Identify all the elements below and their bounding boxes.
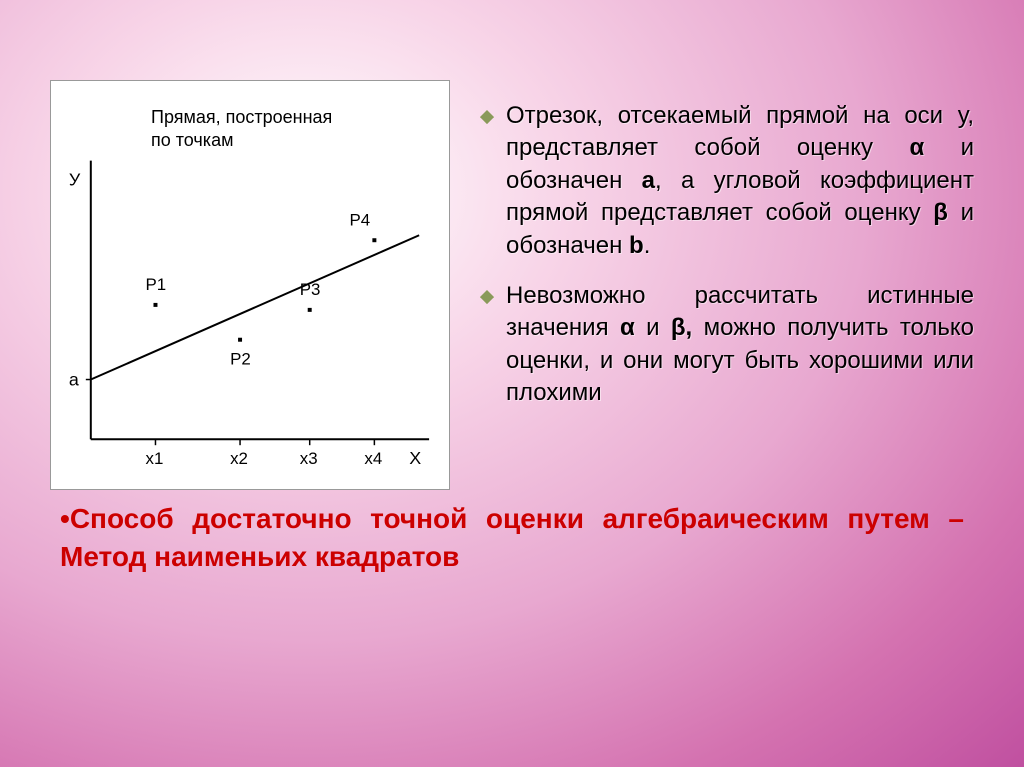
point-label: P2 (230, 350, 251, 369)
footer-content: Способ достаточно точной оценки алгебраи… (60, 503, 964, 572)
text-panel: Отрезок, отсекаемый прямой на оси у, пре… (480, 30, 974, 490)
data-point (308, 308, 312, 312)
data-point (372, 238, 376, 242)
point-label: P1 (146, 275, 167, 294)
fit-line (91, 235, 419, 379)
bullet-icon (480, 290, 494, 304)
x-axis-label: X (409, 448, 421, 468)
bullet-item: Отрезок, отсекаемый прямой на оси у, пре… (480, 100, 974, 262)
y-axis-label: У (69, 170, 81, 190)
x-tick-label: x2 (230, 449, 248, 468)
intercept-label: a (69, 369, 79, 389)
x-tick-label: x3 (300, 449, 318, 468)
bullet-text: Невозможно рассчитать истинные значения … (506, 280, 974, 410)
point-label: P3 (300, 280, 321, 299)
point-label: P4 (350, 210, 371, 229)
chart-title: Прямая, построенная по точкам (151, 106, 332, 153)
bullet-text: Отрезок, отсекаемый прямой на оси у, пре… (506, 100, 974, 262)
chart-title-line2: по точкам (151, 129, 332, 152)
x-tick-label: x1 (146, 449, 164, 468)
footer-text: •Способ достаточно точной оценки алгебра… (50, 500, 974, 576)
footer-bullet: • (60, 503, 70, 534)
data-point (153, 303, 157, 307)
data-point (238, 338, 242, 342)
regression-chart: Прямая, построенная по точкам У Xa x1 x2 x3 x… (50, 80, 450, 490)
x-tick-label: x4 (364, 449, 382, 468)
bullet-item: Невозможно рассчитать истинные значения … (480, 280, 974, 410)
chart-title-line1: Прямая, построенная (151, 106, 332, 129)
bullet-icon (480, 110, 494, 124)
